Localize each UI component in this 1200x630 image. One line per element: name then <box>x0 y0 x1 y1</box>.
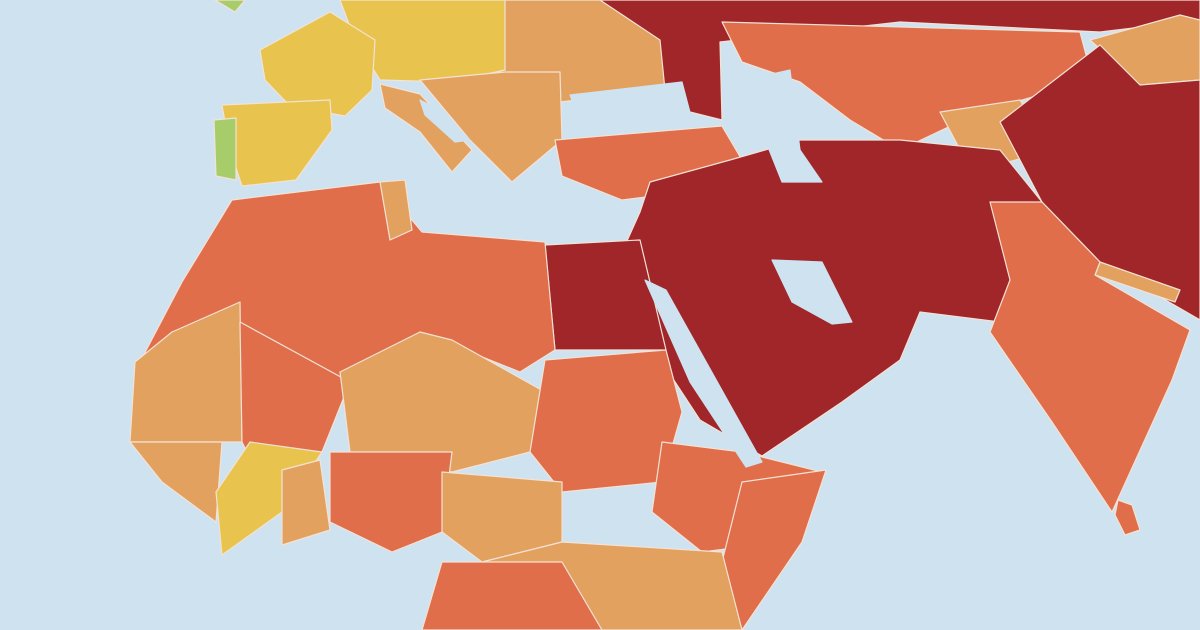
tunisia <box>379 179 413 241</box>
portugal <box>213 117 237 181</box>
adriatic <box>419 99 471 143</box>
nigeria <box>329 451 453 553</box>
caspian-sea <box>744 69 823 183</box>
sri-lanka <box>1114 499 1141 536</box>
france <box>259 11 376 117</box>
ghana-togo <box>281 459 331 546</box>
congo <box>421 561 603 630</box>
red-sea <box>644 279 763 468</box>
italy <box>379 83 473 173</box>
black-sea <box>569 81 693 133</box>
somalia <box>721 469 827 630</box>
inland-waters <box>419 69 853 468</box>
india <box>989 201 1191 513</box>
persian-gulf <box>771 259 853 325</box>
kazakhstan <box>721 21 1091 151</box>
ireland <box>214 0 246 13</box>
guinea-coast <box>129 441 223 523</box>
